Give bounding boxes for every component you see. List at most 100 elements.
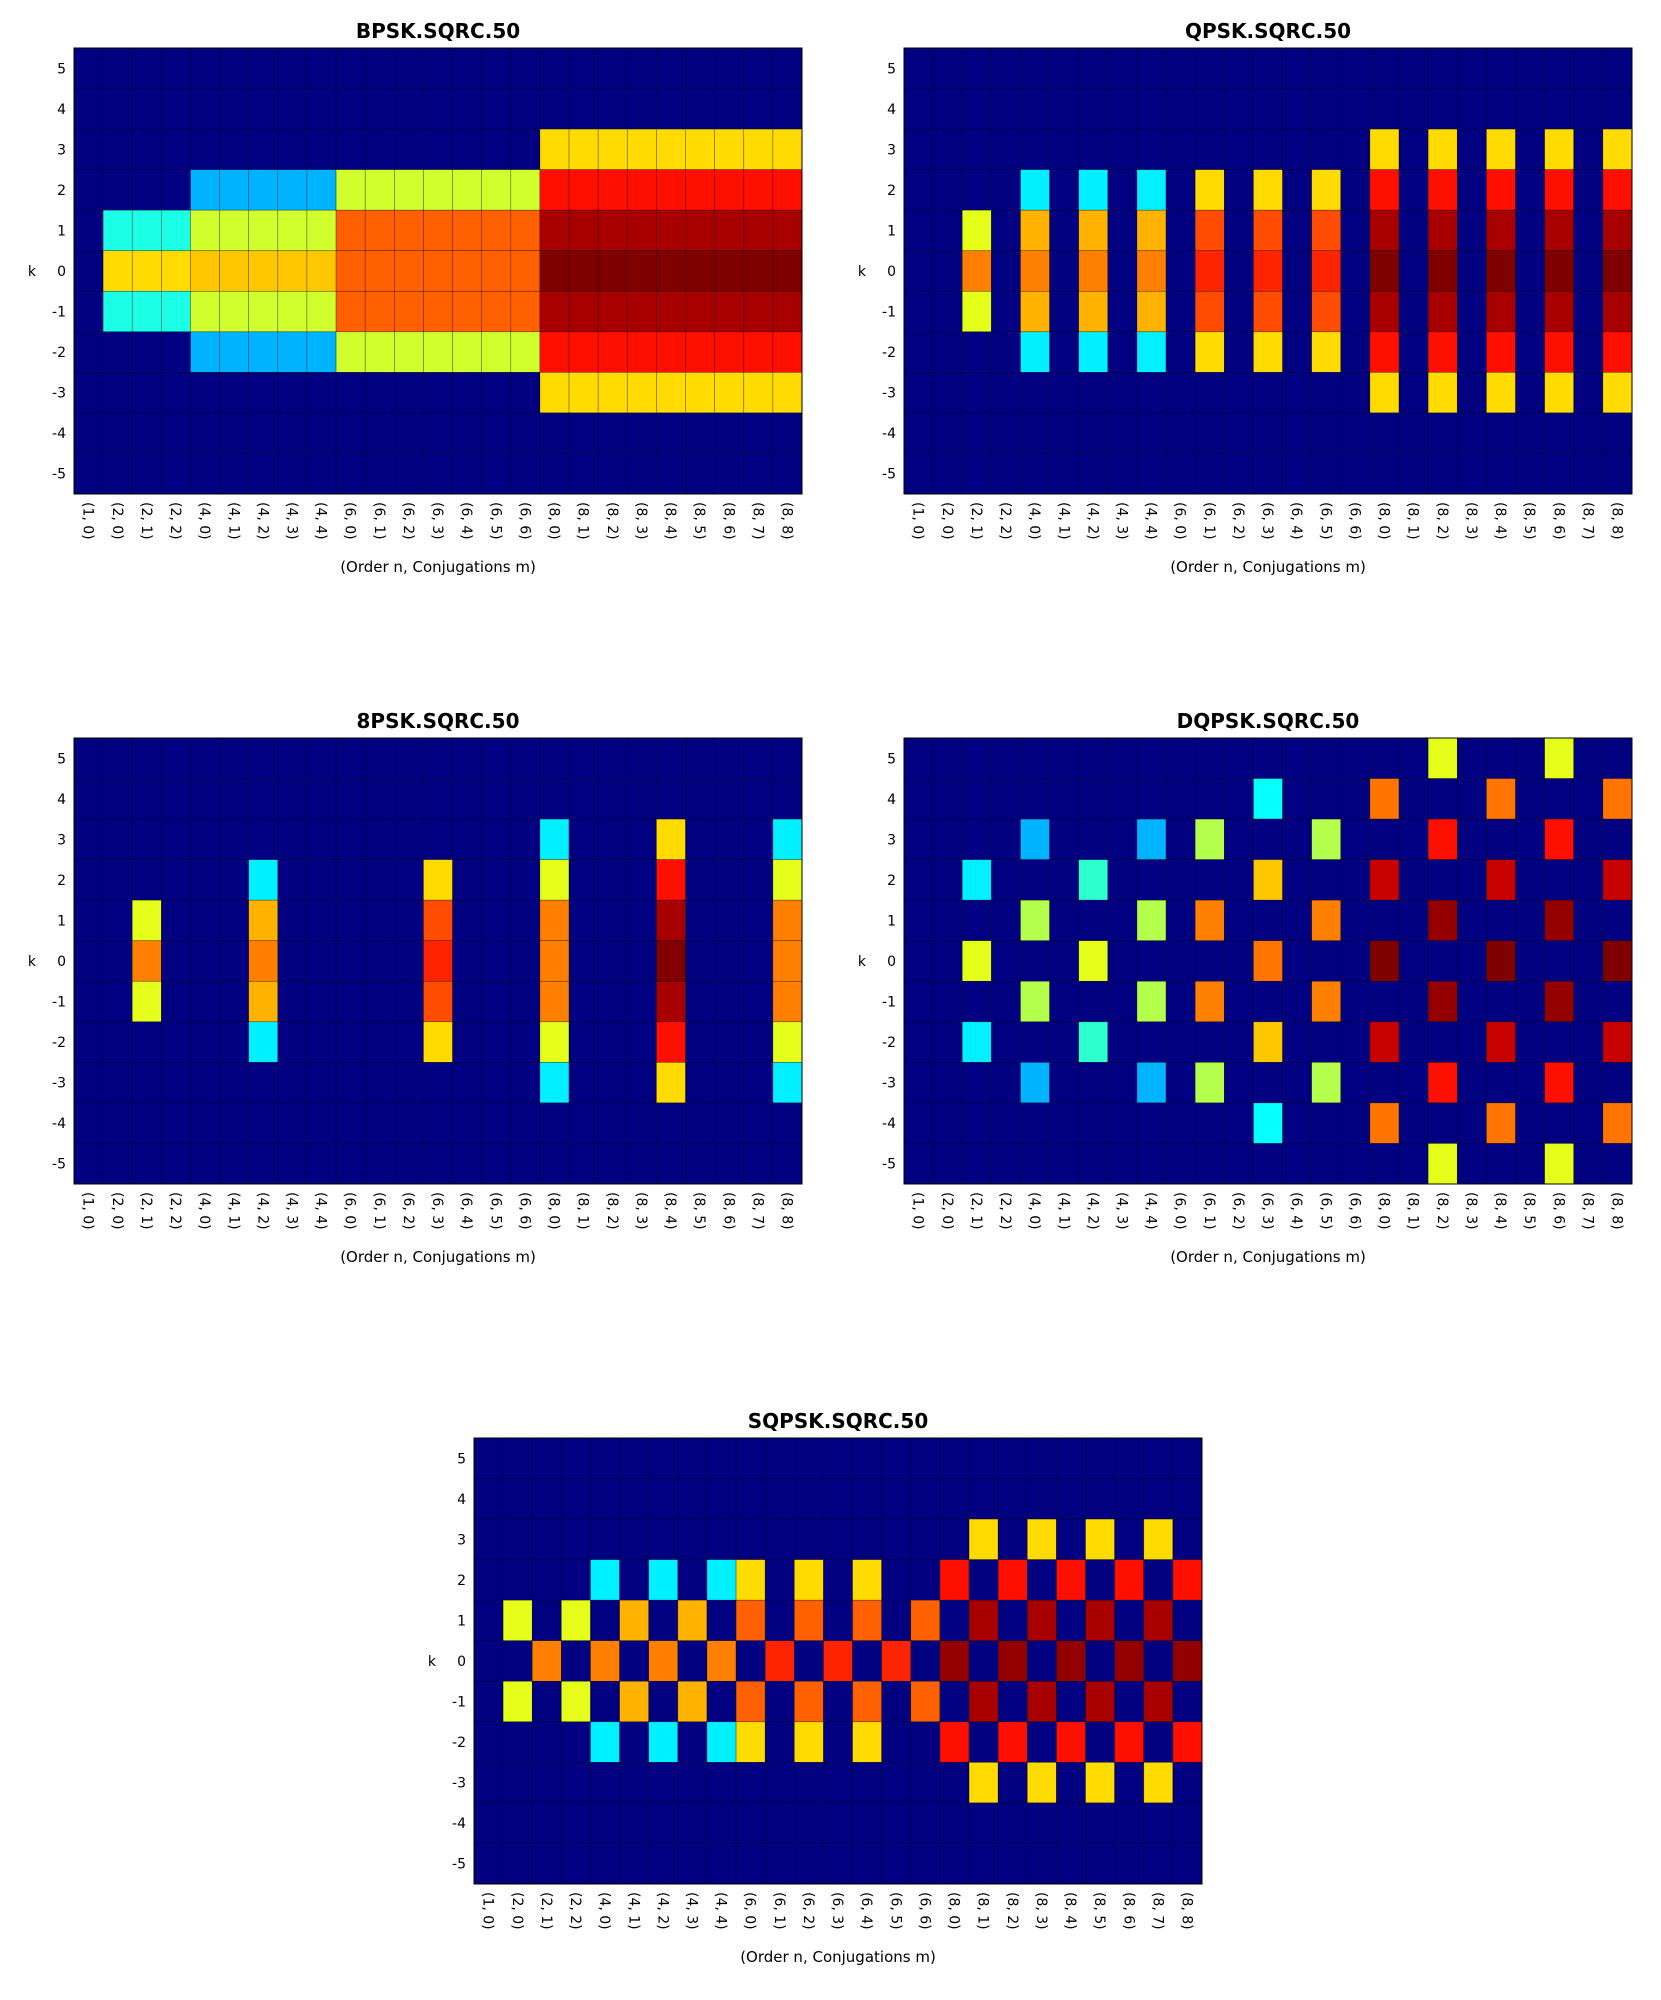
heatmap-cell bbox=[335, 899, 366, 942]
heatmap-cell bbox=[735, 1721, 766, 1763]
heatmap-cell bbox=[1427, 412, 1458, 454]
heatmap-cell bbox=[1253, 88, 1283, 130]
plot-frame bbox=[473, 1437, 1203, 1885]
heatmap-cell bbox=[1340, 372, 1371, 414]
heatmap-cell bbox=[1224, 250, 1254, 292]
heatmap-cell bbox=[714, 290, 745, 333]
heatmap-cell bbox=[903, 737, 934, 779]
heatmap-cell bbox=[248, 331, 279, 373]
heatmap-cell bbox=[1427, 1021, 1458, 1063]
heatmap-cell bbox=[335, 778, 366, 820]
heatmap-cell bbox=[539, 453, 570, 495]
heatmap-cell bbox=[394, 47, 424, 89]
heatmap-cell bbox=[932, 453, 963, 495]
heatmap-cell bbox=[1456, 88, 1487, 130]
heatmap-cell bbox=[1078, 290, 1109, 333]
heatmap-cell bbox=[1282, 88, 1312, 130]
heatmap-cell bbox=[656, 899, 686, 942]
x-tick-label: (8, 6) bbox=[1550, 502, 1566, 540]
heatmap-cell bbox=[648, 1762, 679, 1804]
heatmap-cell bbox=[1515, 169, 1545, 211]
heatmap-cell bbox=[1311, 1062, 1342, 1104]
heatmap-cell bbox=[852, 1843, 882, 1885]
heatmap-cell bbox=[794, 1762, 824, 1804]
heatmap-cell bbox=[590, 1478, 620, 1520]
heatmap-cell bbox=[335, 1062, 366, 1104]
heatmap-cell bbox=[1369, 737, 1400, 779]
heatmap-cell bbox=[794, 1802, 824, 1844]
heatmap-cell bbox=[539, 737, 570, 779]
heatmap-cell bbox=[903, 1062, 934, 1104]
heatmap-cell bbox=[1224, 331, 1254, 373]
y-axis-label: k bbox=[428, 1654, 437, 1670]
heatmap-cell bbox=[1456, 250, 1487, 292]
heatmap-cell bbox=[706, 1762, 737, 1804]
heatmap-cell bbox=[102, 453, 133, 495]
heatmap-cell bbox=[1194, 899, 1225, 942]
heatmap-cell bbox=[1369, 128, 1400, 170]
heatmap-cell bbox=[1194, 1102, 1225, 1144]
heatmap-cell bbox=[335, 1102, 366, 1144]
heatmap-cell bbox=[423, 818, 453, 860]
heatmap-cell bbox=[73, 980, 104, 1023]
heatmap-cell bbox=[248, 899, 279, 942]
x-tick-label: (6, 4) bbox=[1288, 1192, 1304, 1230]
heatmap-cell bbox=[539, 1021, 570, 1063]
x-tick-label: (1, 0) bbox=[80, 1192, 96, 1230]
heatmap-cell bbox=[648, 1721, 679, 1763]
heatmap-cell bbox=[423, 290, 453, 333]
heatmap-cell bbox=[502, 1721, 533, 1763]
heatmap-cell bbox=[1544, 737, 1575, 779]
heatmap-cell bbox=[510, 88, 541, 130]
heatmap-cell bbox=[452, 899, 482, 942]
x-tick-label: (4, 2) bbox=[1084, 502, 1100, 540]
heatmap-cell bbox=[1544, 1062, 1575, 1104]
heatmap-cell bbox=[219, 859, 250, 901]
heatmap-cell bbox=[677, 1640, 708, 1682]
heatmap-cell bbox=[677, 1721, 708, 1763]
heatmap-cell bbox=[131, 331, 162, 373]
heatmap-cell bbox=[1049, 1021, 1080, 1063]
heatmap-cell bbox=[1172, 1640, 1203, 1682]
x-tick-label: (6, 5) bbox=[1317, 1192, 1333, 1230]
heatmap-cell bbox=[1224, 940, 1254, 982]
heatmap-cell bbox=[1165, 209, 1196, 252]
x-tick-label: (4, 3) bbox=[284, 1192, 300, 1230]
y-tick-label: -2 bbox=[52, 345, 66, 361]
heatmap-cell bbox=[1107, 818, 1138, 860]
x-tick-label: (6, 1) bbox=[1201, 502, 1217, 540]
heatmap-cell bbox=[939, 1640, 970, 1682]
heatmap-cell bbox=[219, 88, 250, 130]
heatmap-cell bbox=[394, 980, 424, 1023]
heatmap-cell bbox=[772, 169, 803, 211]
heatmap-cell bbox=[961, 412, 992, 454]
heatmap-cell bbox=[626, 940, 657, 982]
heatmap-cell bbox=[1515, 818, 1545, 860]
heatmap-cell bbox=[481, 331, 512, 373]
heatmap-cell bbox=[939, 1559, 970, 1601]
heatmap-cell bbox=[743, 1102, 774, 1144]
heatmap-cell bbox=[1107, 859, 1138, 901]
heatmap-cell bbox=[1311, 453, 1342, 495]
heatmap-cell bbox=[590, 1680, 620, 1723]
heatmap-cell bbox=[823, 1478, 853, 1520]
heatmap-cell bbox=[190, 1143, 220, 1185]
heatmap-cell bbox=[685, 1143, 715, 1185]
heatmap-cell bbox=[991, 412, 1021, 454]
heatmap-cell bbox=[910, 1478, 941, 1520]
heatmap-cell bbox=[991, 1143, 1021, 1185]
heatmap-cell bbox=[306, 778, 337, 820]
x-tick-label: (8, 7) bbox=[749, 502, 765, 540]
heatmap-cell bbox=[626, 859, 657, 901]
heatmap-cell bbox=[1020, 1021, 1050, 1063]
heatmap-cell bbox=[852, 1721, 882, 1763]
heatmap-cell bbox=[961, 250, 992, 292]
heatmap-cell bbox=[1114, 1559, 1145, 1601]
heatmap-cell bbox=[1282, 412, 1312, 454]
heatmap-cell bbox=[1427, 250, 1458, 292]
heatmap-cell bbox=[102, 88, 133, 130]
heatmap-cell bbox=[1172, 1802, 1203, 1844]
heatmap-cell bbox=[1165, 372, 1196, 414]
